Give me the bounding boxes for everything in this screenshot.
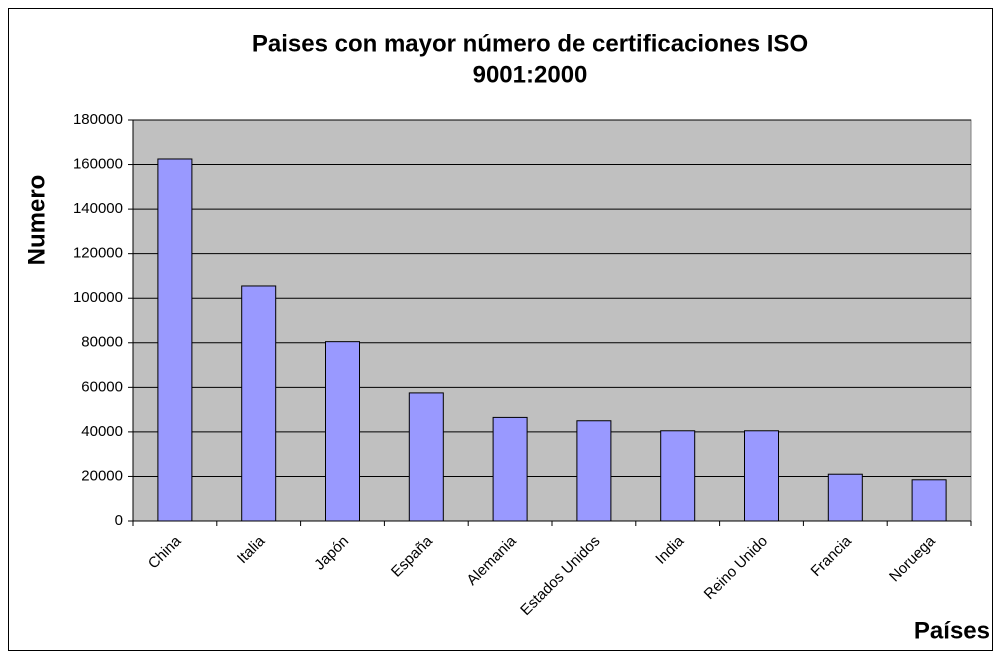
bar [744, 430, 779, 522]
y-tick-label: 180000 [73, 111, 123, 128]
chart-title: Paises con mayor número de certificacion… [252, 30, 808, 57]
bar [408, 392, 444, 522]
chart-title: 9001:2000 [473, 61, 588, 88]
y-tick-label: 140000 [73, 200, 123, 217]
x-axis-title: Países [914, 617, 990, 644]
bar [827, 473, 863, 522]
y-tick-label: 20000 [81, 467, 123, 484]
y-tick-label: 120000 [73, 245, 123, 262]
y-tick-label: 40000 [81, 423, 123, 440]
y-tick-label: 160000 [73, 156, 123, 173]
y-tick-label: 60000 [81, 378, 123, 395]
y-tick-label: 0 [115, 512, 123, 529]
y-tick-label: 100000 [73, 289, 123, 306]
y-tick-label: 80000 [81, 334, 123, 351]
bar [911, 479, 947, 522]
bar [241, 285, 277, 522]
bar [576, 420, 612, 522]
y-axis-title: Numero [23, 175, 50, 266]
bar [492, 416, 528, 522]
bar [157, 158, 193, 522]
bar [660, 430, 696, 522]
bar [325, 341, 360, 522]
